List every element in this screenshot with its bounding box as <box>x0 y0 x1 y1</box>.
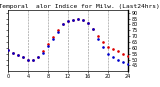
Title: Milw. Temporal  alor Indice for Milw. (Last24hrs): Milw. Temporal alor Indice for Milw. (La… <box>0 4 160 9</box>
